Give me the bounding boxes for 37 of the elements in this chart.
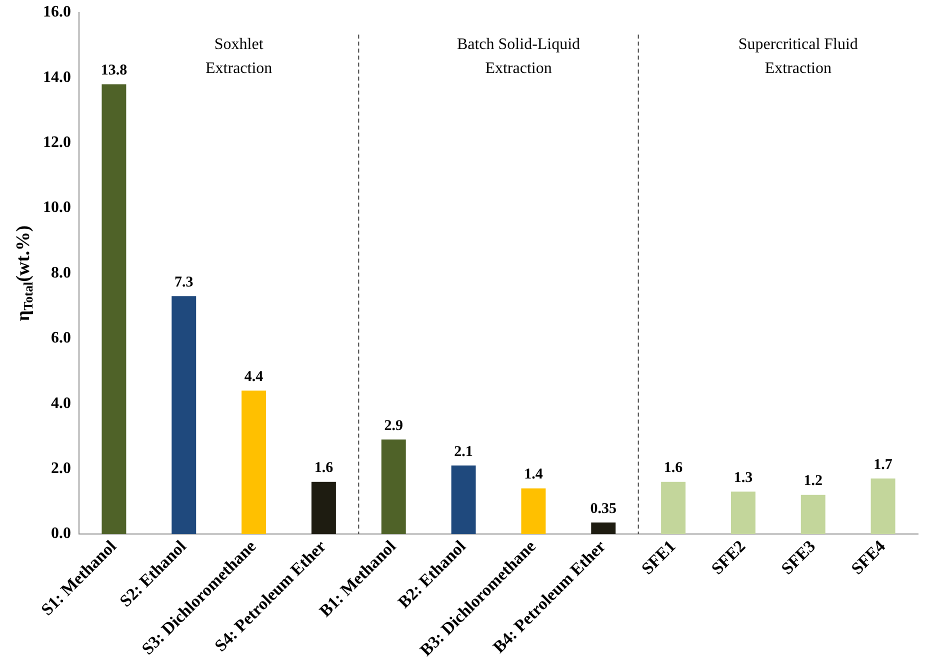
data-label: 1.6 bbox=[314, 460, 334, 476]
data-label: 0.35 bbox=[590, 500, 616, 517]
bar bbox=[451, 466, 476, 534]
bar bbox=[311, 482, 336, 534]
y-tick-label: 10.0 bbox=[43, 199, 71, 216]
data-label: 1.3 bbox=[734, 470, 753, 486]
annotation: Supercritical Fluid Extraction bbox=[738, 36, 858, 77]
y-tick-label: 14.0 bbox=[43, 68, 71, 86]
data-label: 1.4 bbox=[524, 466, 544, 483]
bar bbox=[730, 492, 756, 534]
bar bbox=[102, 84, 126, 534]
bar bbox=[172, 296, 196, 534]
data-label: 2.1 bbox=[454, 444, 473, 460]
annotation: Batch Solid-Liquid Extraction bbox=[456, 36, 580, 77]
data-label: 4.4 bbox=[244, 368, 264, 385]
data-label: 2.9 bbox=[384, 418, 403, 434]
y-tick-label: 16.0 bbox=[43, 4, 71, 21]
data-label: 1.6 bbox=[664, 460, 684, 476]
data-label: 7.3 bbox=[174, 274, 194, 290]
bar bbox=[591, 522, 616, 534]
data-label: 1.7 bbox=[874, 456, 893, 473]
y-tick-label: 2.0 bbox=[51, 460, 71, 477]
y-tick-label: 6.0 bbox=[51, 330, 71, 347]
y-tick-label: 8.0 bbox=[51, 264, 71, 282]
bar bbox=[521, 488, 546, 534]
data-label: 1.2 bbox=[804, 473, 822, 490]
bar bbox=[870, 478, 896, 534]
annotation: Soxhlet Extraction bbox=[206, 36, 272, 77]
y-tick-label: 0.0 bbox=[51, 525, 71, 542]
bar bbox=[381, 439, 406, 534]
bar bbox=[800, 494, 826, 534]
bar bbox=[661, 482, 686, 534]
bar bbox=[242, 390, 266, 534]
y-tick-label: 12.0 bbox=[43, 134, 71, 152]
y-tick-label: 4.0 bbox=[51, 394, 71, 412]
data-label: 13.8 bbox=[100, 62, 128, 79]
y-axis-title: ηTotal(wt.%) bbox=[12, 225, 36, 322]
